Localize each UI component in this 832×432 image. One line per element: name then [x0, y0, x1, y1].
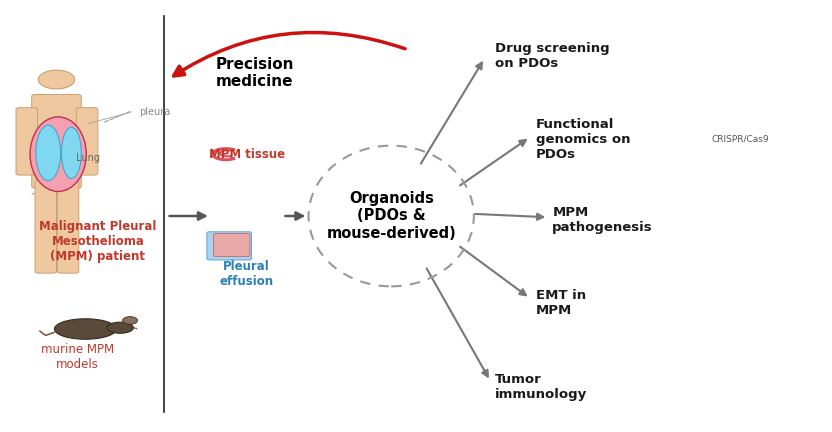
- Text: MPM
pathogenesis: MPM pathogenesis: [552, 206, 653, 234]
- Text: Precision
medicine: Precision medicine: [215, 57, 294, 89]
- Circle shape: [122, 317, 137, 324]
- Ellipse shape: [54, 319, 116, 339]
- Ellipse shape: [30, 117, 87, 191]
- Ellipse shape: [106, 322, 133, 333]
- Text: MPM tissue: MPM tissue: [209, 148, 285, 161]
- FancyBboxPatch shape: [207, 232, 251, 260]
- Text: Pleural
effusion: Pleural effusion: [220, 260, 274, 288]
- FancyBboxPatch shape: [57, 180, 79, 273]
- Circle shape: [38, 70, 75, 89]
- Text: CRISPR/Cas9: CRISPR/Cas9: [711, 135, 769, 144]
- Text: pleura: pleura: [139, 107, 171, 117]
- Text: murine MPM
models: murine MPM models: [41, 343, 114, 371]
- Text: Organoids
(PDOs &
mouse-derived): Organoids (PDOs & mouse-derived): [326, 191, 456, 241]
- FancyBboxPatch shape: [77, 108, 98, 175]
- Ellipse shape: [36, 125, 61, 181]
- FancyBboxPatch shape: [214, 233, 250, 257]
- Text: Functional
genomics on
PDOs: Functional genomics on PDOs: [536, 118, 631, 161]
- FancyBboxPatch shape: [32, 95, 82, 188]
- FancyBboxPatch shape: [35, 180, 57, 273]
- Ellipse shape: [62, 127, 82, 178]
- Text: Lung: Lung: [76, 153, 100, 163]
- Text: Tumor
immunology: Tumor immunology: [494, 372, 587, 400]
- Text: EMT in
MPM: EMT in MPM: [536, 289, 586, 318]
- FancyBboxPatch shape: [16, 108, 37, 175]
- Text: Malignant Pleural
Mesothelioma
(MPM) patient: Malignant Pleural Mesothelioma (MPM) pat…: [39, 220, 156, 263]
- Text: Drug screening
on PDOs: Drug screening on PDOs: [494, 42, 609, 70]
